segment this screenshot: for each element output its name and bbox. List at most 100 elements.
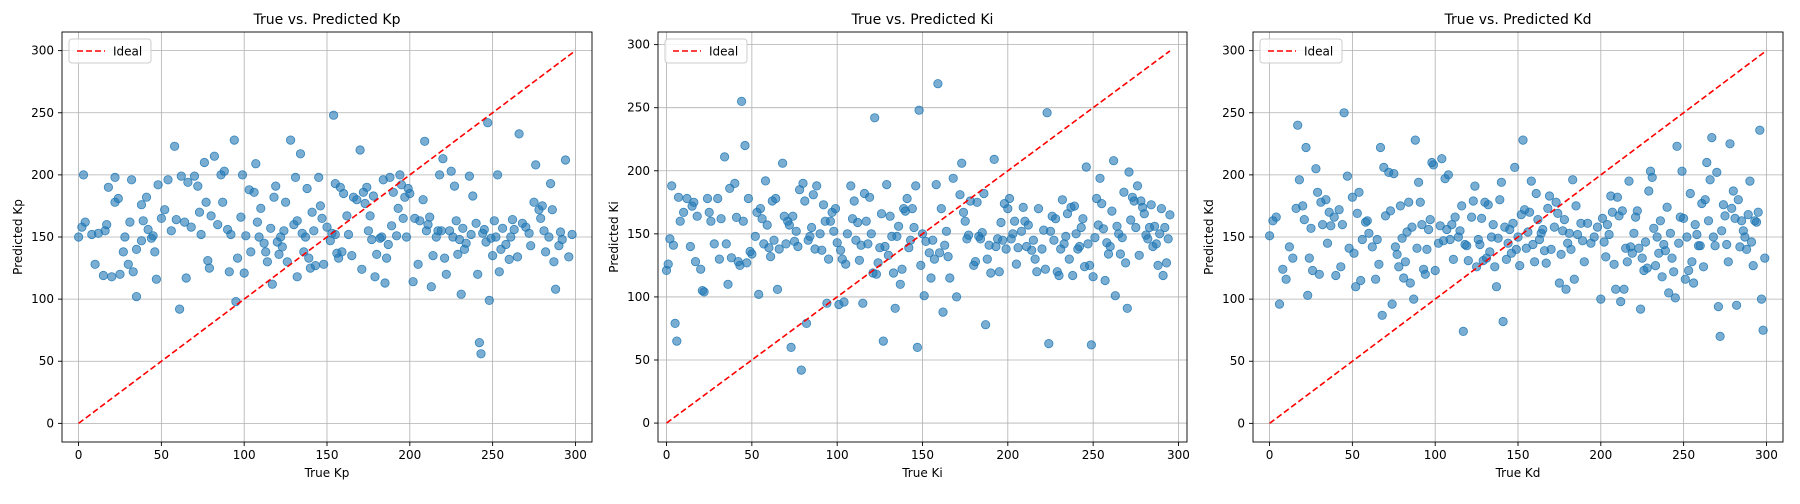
data-point [1304,253,1314,263]
data-point [1298,201,1308,211]
data-point [668,240,679,250]
data-point [1027,245,1037,255]
data-point [830,204,841,214]
data-point [1715,331,1725,341]
data-point [667,181,677,191]
data-point [464,171,474,181]
data-point [1723,257,1733,267]
data-point [690,256,701,267]
data-point [1409,294,1419,304]
data-point [189,171,200,181]
data-point [1667,253,1677,263]
data-point [1100,275,1110,286]
x-tick-label: 100 [826,448,849,462]
data-point [1417,220,1427,230]
data-point [1078,214,1088,224]
data-point [1445,234,1455,245]
data-point [702,193,713,204]
data-point [871,269,882,279]
data-point [1740,232,1750,242]
data-point [363,226,373,236]
data-point [1541,258,1551,268]
data-point [1687,257,1697,267]
ideal-line [1269,49,1767,425]
y-tick-label: 50 [635,353,650,367]
data-point [870,113,880,123]
data-point [266,223,276,233]
data-point [1525,207,1535,217]
data-point [110,172,120,182]
data-point [1410,135,1420,145]
data-point [319,259,329,269]
data-point [938,307,948,317]
data-point [714,254,725,264]
data-point [343,229,354,240]
data-point [1337,220,1348,230]
data-point [1647,172,1657,182]
data-point [420,136,430,146]
data-point [1374,259,1384,269]
data-point [461,238,471,248]
data-point [730,178,740,188]
data-point [880,241,890,252]
data-point [1748,260,1758,271]
data-point [151,274,161,284]
data-point [1131,222,1141,233]
data-point [175,304,185,314]
data-point [1649,223,1659,233]
x-axis-label: True Ki [901,466,943,480]
data-point [564,252,574,262]
data-point [377,232,387,242]
data-point [166,226,176,236]
data-point [1428,160,1439,170]
data-point [213,220,223,230]
data-point [696,264,706,274]
data-point [955,190,965,200]
data-point [1669,267,1679,277]
data-point [1566,244,1576,254]
data-point [713,193,723,204]
data-point [285,135,296,145]
data-point [704,207,714,217]
data-point [1163,234,1173,244]
data-point [1569,274,1579,284]
data-point [957,158,967,168]
data-point [796,365,806,375]
y-axis-label: Predicted Kp [11,199,25,275]
data-point [357,264,367,274]
data-point [1051,214,1061,224]
data-point [832,238,842,248]
data-point [365,211,375,221]
data-point [1526,176,1536,186]
data-point [1385,206,1396,216]
data-point [784,220,795,230]
y-tick-label: 300 [1222,44,1245,58]
data-point [675,216,685,226]
data-point [1679,213,1689,223]
legend-box [68,38,152,64]
data-point [1475,239,1485,250]
data-point [526,241,536,251]
data-point [1415,197,1425,207]
data-point [1501,254,1512,264]
data-point [1490,262,1500,272]
data-point [309,226,319,236]
data-point [1081,162,1091,172]
data-point [663,259,673,269]
data-point [1288,253,1298,263]
data-point [699,287,709,297]
data-point [788,211,798,221]
data-point [299,247,309,257]
y-tick-label: 0 [642,416,650,430]
data-point [494,267,504,277]
data-point [998,235,1008,245]
data-point [991,241,1001,252]
x-tick-label: 0 [75,448,83,462]
data-point [980,320,991,330]
data-point [1420,269,1430,279]
chart-title: True vs. Predicted Kp [253,12,401,28]
data-point [1044,338,1054,349]
data-point [1515,260,1525,271]
data-point [153,180,163,190]
legend-ideal-label: Ideal [709,45,738,59]
